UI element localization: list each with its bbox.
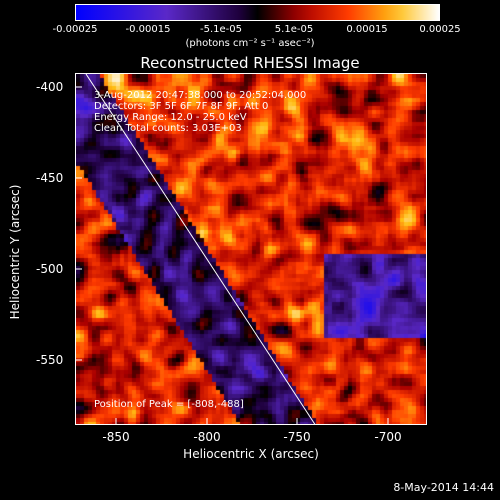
colorbar-tick: 5.1e-05	[274, 24, 314, 35]
solar-limb-line	[85, 74, 316, 424]
colorbar-tick: -0.00025	[52, 24, 98, 35]
time-range: 3-Aug-2012 20:47:38.000 to 20:52:04.000	[94, 90, 307, 101]
image-title: Reconstructed RHESSI Image	[140, 54, 360, 72]
y-tick-label: -550	[36, 353, 64, 367]
x-tick-label: -800	[193, 430, 221, 444]
generated-date: 8-May-2014 14:44	[393, 481, 494, 494]
y-tick-label: -500	[36, 262, 64, 276]
x-tick-label: -700	[374, 430, 402, 444]
x-axis-title: Heliocentric X (arcsec)	[183, 447, 319, 461]
colorbar-tick: 0.00015	[346, 24, 388, 35]
colorbar-tick: -0.00015	[125, 24, 171, 35]
clean-counts: Clean Total counts: 3.03E+03	[94, 123, 242, 134]
x-tick-label: -850	[102, 430, 130, 444]
colorbar-tick: -5.1e-05	[200, 24, 242, 35]
colorbar-tick: 0.00025	[419, 24, 461, 35]
intensity-map	[76, 74, 426, 424]
limb-line-layer	[85, 74, 316, 424]
y-axis-title: Heliocentric Y (arcsec)	[8, 184, 22, 320]
colorbar-units: (photons cm⁻² s⁻¹ asec⁻²)	[185, 38, 315, 49]
x-tick-label: -750	[283, 430, 311, 444]
colorbar	[75, 4, 440, 21]
y-tick-label: -400	[36, 80, 64, 94]
rhessi-image: 3-Aug-2012 20:47:38.000 to 20:52:04.000 …	[75, 73, 427, 425]
y-tick-label: -450	[36, 171, 64, 185]
detectors-info: Detectors: 3F 5F 6F 7F 8F 9F, Att 0	[94, 101, 269, 112]
peak-position: Position of Peak = [-808,-488]	[94, 399, 244, 410]
energy-range: Energy Range: 12.0 - 25.0 keV	[94, 112, 247, 123]
